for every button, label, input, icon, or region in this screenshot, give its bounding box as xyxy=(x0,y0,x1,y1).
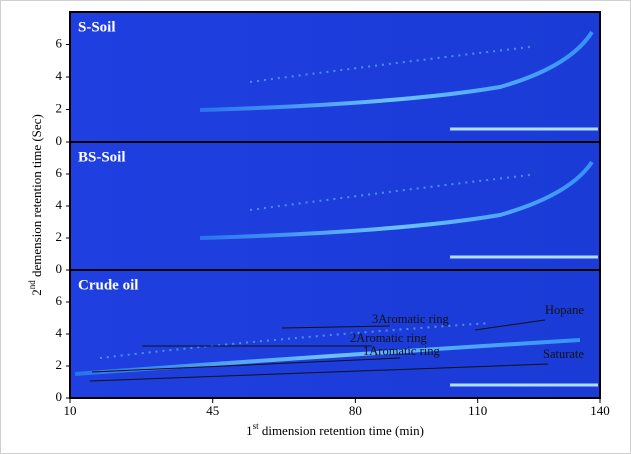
panel-title: Crude oil xyxy=(78,277,138,293)
annotation: 2Aromatic ring xyxy=(350,331,427,345)
panel-title: S-Soil xyxy=(78,19,116,35)
x-axis-label: 1st dimension retention time (min) xyxy=(246,421,424,438)
y-tick-label: 6 xyxy=(56,35,63,50)
annotation-leader xyxy=(474,319,546,331)
y-tick-label: 0 xyxy=(56,133,63,148)
annotation: Hopane xyxy=(545,303,584,317)
x-axis-label-part: 1 xyxy=(246,423,253,438)
annotation-leader xyxy=(91,357,401,373)
y-tick-label: 6 xyxy=(56,293,63,308)
annotation-leader xyxy=(89,363,549,382)
y-tick-label: 0 xyxy=(56,261,63,276)
y-tick-label: 0 xyxy=(56,389,63,404)
saturate-band xyxy=(199,160,594,240)
panel-background xyxy=(69,11,601,143)
x-axis-label-part: st xyxy=(253,421,260,431)
y-tick-label: 2 xyxy=(56,100,63,115)
annotation: Saturate xyxy=(543,347,584,361)
panel-title: BS-Soil xyxy=(78,149,126,165)
y-tick-label: 4 xyxy=(56,325,63,340)
y-tick-label: 6 xyxy=(56,165,63,180)
y-tick-label: 4 xyxy=(56,197,63,212)
x-tick-label: 10 xyxy=(64,403,77,418)
saturate-band xyxy=(74,338,581,376)
x-tick-label: 110 xyxy=(468,403,487,418)
annotation-leader xyxy=(281,325,391,329)
x-tick-label: 140 xyxy=(590,403,610,418)
aromatic-band xyxy=(99,322,491,359)
y-axis-label-part: 2 xyxy=(29,289,44,296)
panel-background xyxy=(69,141,601,271)
y-axis-label-part: demension retention time (Sec) xyxy=(29,114,44,280)
y-tick-label: 4 xyxy=(56,68,63,83)
x-axis-label-part: dimension retention time (min) xyxy=(259,423,424,438)
saturate-band xyxy=(199,30,594,112)
panel-background xyxy=(69,269,601,399)
y-tick-label: 2 xyxy=(56,357,63,372)
y-axis-label-part: nd xyxy=(27,280,37,290)
y-axis-label: 2nd demension retention time (Sec) xyxy=(27,114,44,296)
y-tick-label: 2 xyxy=(56,229,63,244)
annotation: 1Aromatic ring xyxy=(363,344,440,358)
annotation: 3Aromatic ring xyxy=(372,312,449,326)
x-tick-label: 45 xyxy=(206,403,219,418)
x-tick-label: 80 xyxy=(349,403,362,418)
